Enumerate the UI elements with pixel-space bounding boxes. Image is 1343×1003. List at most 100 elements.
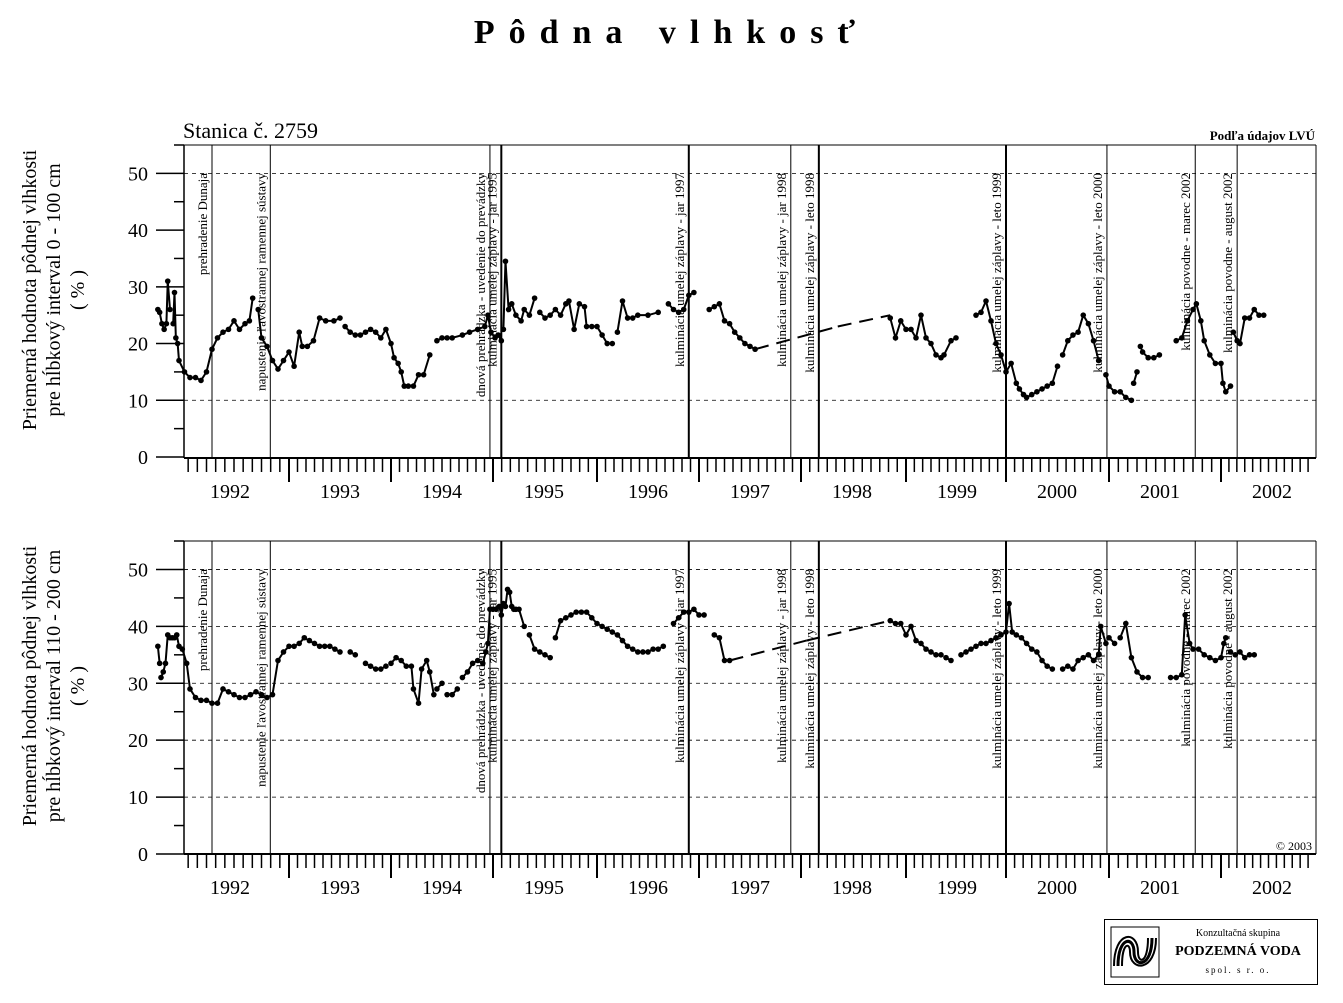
data-point bbox=[1220, 380, 1226, 387]
data-point bbox=[589, 323, 595, 330]
data-point bbox=[1117, 388, 1123, 395]
chart-main-title: Pôdna vlhkosť bbox=[473, 14, 870, 51]
data-point bbox=[928, 649, 934, 655]
data-point bbox=[1070, 666, 1076, 672]
data-point bbox=[434, 686, 440, 692]
event-label: kulminácia povodne - marec 2002 bbox=[1178, 173, 1193, 351]
chart-panel-2: 0 10 20 30 40 50 1992 1993 1994 1995 1996 1997 1998 1… bbox=[128, 540, 1317, 899]
data-point bbox=[449, 691, 456, 698]
x-tick-label-1995: 1995 bbox=[524, 481, 564, 503]
data-point bbox=[1106, 383, 1112, 389]
data-point bbox=[187, 374, 193, 381]
data-point bbox=[280, 357, 287, 364]
data-point bbox=[691, 606, 697, 613]
data-point bbox=[680, 609, 687, 615]
data-point bbox=[1070, 332, 1076, 338]
data-point bbox=[506, 589, 513, 596]
data-point bbox=[531, 295, 538, 301]
x-tick-label-1999: 1999 bbox=[937, 481, 977, 503]
data-point bbox=[737, 335, 743, 341]
data-point bbox=[1218, 360, 1224, 367]
data-point bbox=[498, 612, 505, 618]
data-point bbox=[508, 301, 515, 307]
data-point bbox=[170, 320, 176, 327]
event-label: prehradenie Dunaja bbox=[195, 173, 210, 275]
data-point bbox=[629, 315, 636, 321]
data-point bbox=[187, 686, 193, 692]
data-point bbox=[420, 371, 427, 378]
data-point bbox=[1128, 397, 1135, 404]
data-point bbox=[1198, 318, 1204, 324]
data-point bbox=[505, 306, 512, 313]
x-tick-label-1996: 1996 bbox=[628, 481, 668, 503]
data-point bbox=[209, 346, 215, 353]
data-point bbox=[711, 632, 718, 638]
series-line bbox=[257, 309, 341, 371]
y-tick-label: 40 bbox=[128, 220, 148, 242]
data-point bbox=[395, 360, 401, 367]
data-point bbox=[518, 318, 524, 324]
data-point bbox=[327, 643, 333, 650]
data-point bbox=[1006, 600, 1012, 607]
data-point bbox=[485, 312, 491, 318]
data-point bbox=[892, 620, 899, 627]
data-point bbox=[337, 315, 343, 321]
data-point bbox=[624, 643, 631, 650]
data-point bbox=[731, 329, 738, 336]
y-tick-label: 30 bbox=[128, 277, 148, 299]
data-point bbox=[1246, 652, 1253, 658]
data-point bbox=[665, 301, 672, 307]
data-point bbox=[1246, 315, 1253, 321]
data-point bbox=[1018, 634, 1025, 641]
data-point bbox=[391, 354, 397, 361]
data-point bbox=[908, 623, 914, 630]
event-label: kulminácia umelej záplavy - leto 1999 bbox=[989, 569, 1004, 769]
data-point bbox=[474, 326, 481, 333]
data-point bbox=[696, 612, 702, 618]
data-point bbox=[624, 315, 631, 321]
data-point bbox=[521, 306, 527, 313]
data-point bbox=[670, 306, 677, 313]
data-point bbox=[537, 649, 543, 655]
series-line bbox=[1062, 626, 1107, 671]
data-point bbox=[614, 329, 621, 336]
data-point bbox=[225, 326, 232, 333]
data-point bbox=[258, 335, 265, 341]
data-point bbox=[599, 332, 605, 338]
y-tick-label: 10 bbox=[128, 787, 148, 809]
data-point bbox=[352, 652, 359, 658]
data-point bbox=[1179, 335, 1185, 341]
data-point bbox=[500, 326, 507, 333]
data-point bbox=[291, 643, 297, 650]
data-point bbox=[171, 289, 178, 296]
data-point bbox=[337, 649, 343, 655]
data-point bbox=[299, 343, 306, 350]
data-point bbox=[892, 335, 899, 341]
event-label: prehradenie Dunaja bbox=[195, 569, 210, 671]
event-label: kulminácia umelej záplavy - leto 2000 bbox=[1090, 569, 1105, 769]
data-point bbox=[1134, 369, 1140, 375]
x-tick-label-2001: 2001 bbox=[1140, 877, 1180, 899]
data-point bbox=[214, 335, 221, 341]
data-point bbox=[1075, 657, 1081, 664]
data-point bbox=[192, 694, 199, 701]
station-label: Stanica č. 2759 bbox=[183, 118, 319, 143]
company-logo: Konzultačná skupina PODZEMNÁ VODA spol. … bbox=[1104, 919, 1318, 985]
data-point bbox=[275, 657, 281, 664]
series-line bbox=[708, 302, 756, 351]
data-point bbox=[347, 649, 354, 655]
event-label: kulminácia povodne - august 2002 bbox=[1220, 569, 1235, 749]
data-point bbox=[1134, 669, 1140, 675]
data-point bbox=[469, 660, 476, 667]
data-point bbox=[1117, 634, 1123, 641]
data-point bbox=[316, 315, 323, 321]
data-point bbox=[1128, 654, 1135, 661]
data-point bbox=[459, 332, 466, 338]
event-label: kulminácia povodne - august 2002 bbox=[1220, 173, 1235, 353]
data-point bbox=[552, 306, 559, 313]
x-tick-label-1993: 1993 bbox=[320, 481, 360, 503]
series-line bbox=[156, 646, 161, 664]
event-label: kulminácia umelej záplavy - jar 1997 bbox=[672, 569, 687, 763]
event-label: dnová prehrádzka - uvedenie do prevádzky bbox=[473, 173, 488, 398]
data-point bbox=[322, 318, 329, 324]
